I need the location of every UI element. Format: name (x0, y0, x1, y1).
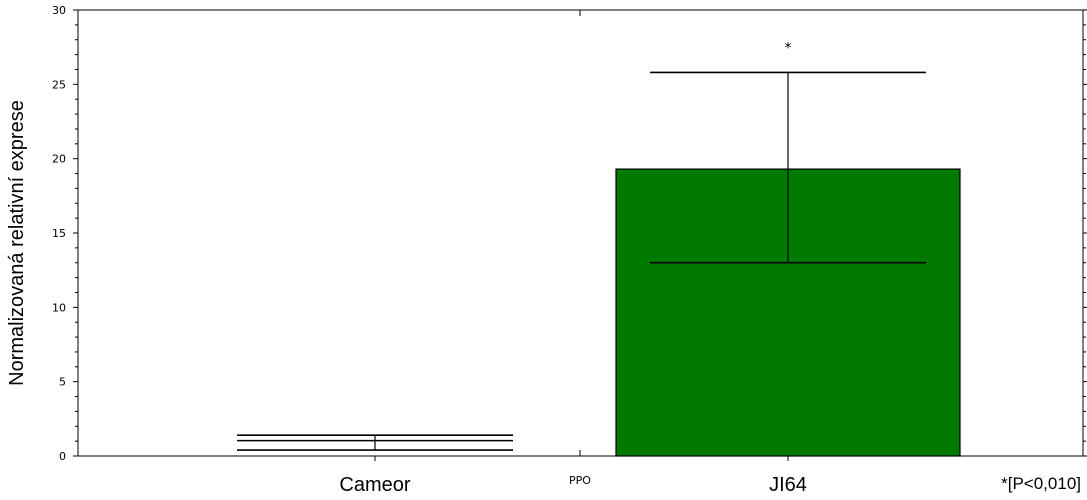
category-labels: Cameor JI64 (339, 474, 806, 496)
y-tick-label: 20 (52, 153, 66, 166)
y-tick-label: 10 (52, 301, 66, 314)
category-label-ji64: JI64 (769, 474, 807, 496)
error-bars: * (237, 10, 926, 461)
y-tick-label: 25 (52, 78, 66, 91)
y-axis-label: Normalizovaná relativní exprese (6, 100, 28, 386)
y-tick-label: 0 (59, 450, 66, 463)
middle-label: PPO (569, 474, 591, 487)
y-tick-label: 5 (59, 376, 66, 389)
y-tick-label: 30 (52, 4, 66, 17)
y-ticks: 0 5 10 15 20 25 30 (52, 4, 1087, 463)
significance-star: * (785, 40, 792, 56)
significance-note: *[P<0,010] (1001, 474, 1081, 493)
bars (237, 168, 961, 457)
category-label-cameor: Cameor (339, 474, 410, 496)
y-tick-label: 15 (52, 227, 66, 240)
